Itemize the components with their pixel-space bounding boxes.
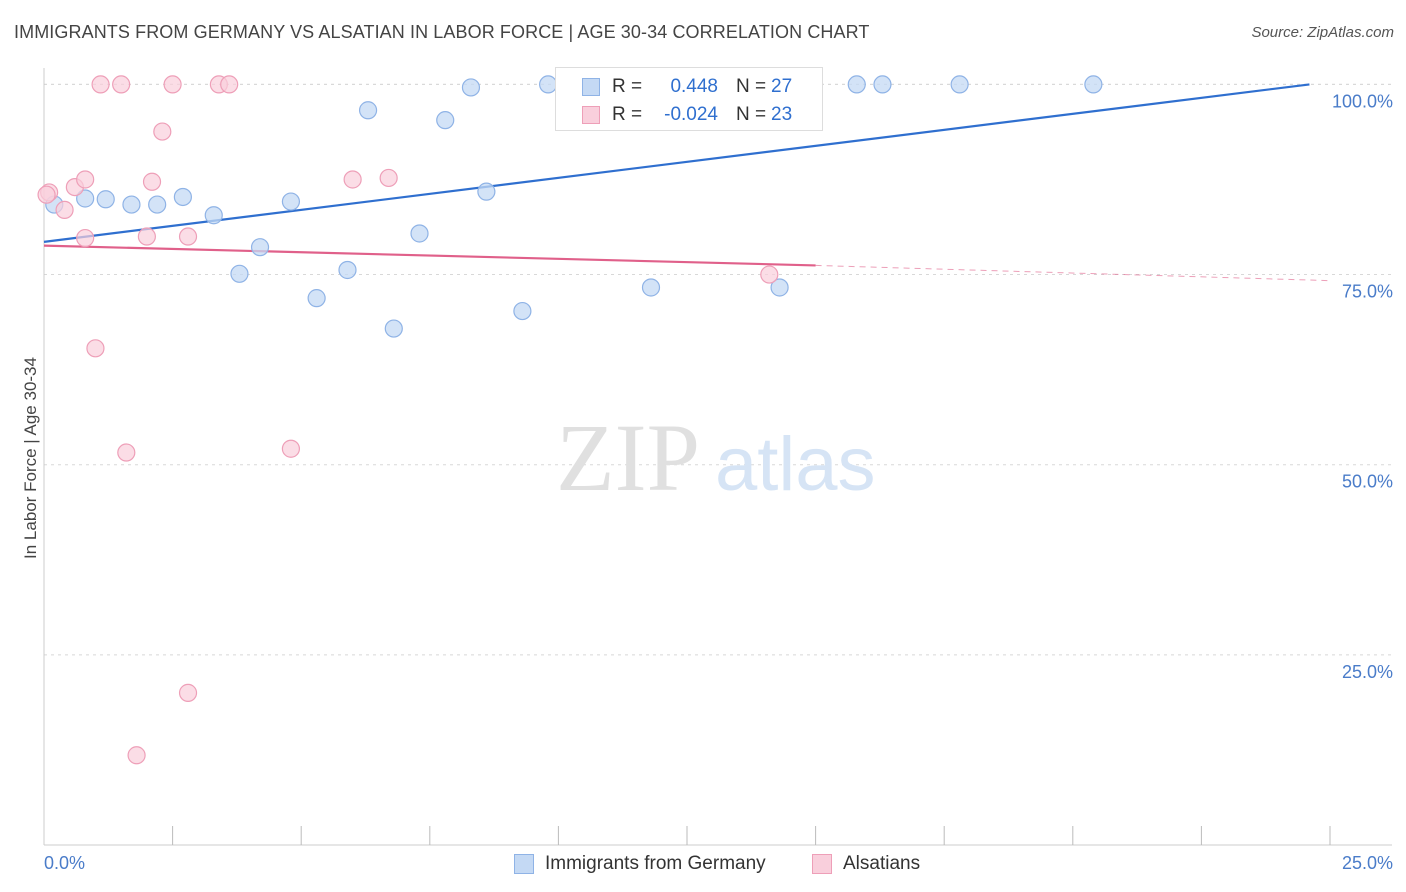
point-alsatians	[86, 339, 105, 358]
point-alsatians	[153, 122, 172, 141]
point-alsatians	[220, 75, 239, 94]
point-germany	[76, 189, 95, 208]
point-germany	[230, 264, 249, 283]
point-germany	[641, 278, 661, 297]
point-germany	[847, 75, 866, 94]
point-germany	[513, 301, 532, 321]
y-axis-label: In Labor Force | Age 30-34	[21, 357, 40, 559]
watermark-zip: ZIP	[556, 404, 700, 511]
legend-n-label: N =	[736, 104, 767, 125]
legend-r-value: -0.024	[664, 104, 718, 125]
trend-line-germany	[43, 83, 1310, 243]
point-germany	[770, 278, 789, 297]
point-germany	[950, 75, 969, 94]
y-tick-label: 100.0%	[1332, 91, 1393, 111]
point-alsatians	[760, 265, 779, 284]
bottom-legend-label: Alsatians	[843, 853, 921, 874]
point-germany	[96, 190, 115, 209]
point-germany	[281, 192, 301, 211]
trend-line-alsatians	[43, 244, 816, 267]
y-tick-label: 25.0%	[1342, 662, 1393, 682]
point-alsatians	[379, 168, 398, 188]
point-alsatians	[178, 227, 198, 246]
point-germany	[250, 238, 270, 257]
y-tick-label: 50.0%	[1342, 472, 1393, 492]
point-germany	[204, 206, 223, 225]
bottom-legend-label: Immigrants from Germany	[545, 853, 766, 874]
bottom-legend-swatch-pink	[812, 854, 832, 874]
point-germany	[873, 75, 892, 94]
legend-row-germany: R = 0.448 N = 27	[556, 74, 822, 102]
point-alsatians	[55, 200, 74, 220]
point-alsatians	[112, 75, 131, 94]
point-alsatians	[91, 75, 110, 94]
legend-n-label: N =	[736, 76, 767, 97]
point-germany	[148, 195, 167, 214]
point-alsatians	[281, 439, 301, 458]
point-germany	[122, 195, 141, 214]
stats-legend: R = 0.448 N = 27 R = -0.024 N = 23	[555, 67, 823, 131]
trend-layer	[43, 83, 1331, 282]
legend-row-alsatians: R = -0.024 N = 23	[556, 102, 822, 130]
x-tick-label: 0.0%	[44, 853, 85, 873]
bottom-legend-swatch-blue	[514, 854, 534, 874]
point-germany	[173, 187, 192, 207]
legend-n-value: 27	[771, 76, 793, 97]
legend-r-label: R =	[612, 104, 643, 125]
point-germany	[358, 101, 378, 120]
grid-layer	[44, 83, 1392, 656]
point-alsatians	[142, 172, 162, 191]
point-alsatians	[37, 185, 56, 204]
trend-line-alsatians-extrapolated	[815, 264, 1331, 282]
y-tick-label: 75.0%	[1342, 282, 1393, 302]
legend-swatch-pink	[582, 106, 600, 124]
point-layer	[37, 75, 1103, 765]
legend-n-value: 23	[771, 104, 793, 125]
legend-r-value: 0.448	[670, 76, 718, 97]
x-tick-label: 25.0%	[1342, 853, 1393, 873]
point-alsatians	[117, 443, 136, 462]
point-germany	[338, 260, 357, 280]
point-alsatians	[343, 170, 362, 189]
point-alsatians	[178, 683, 198, 702]
point-germany	[384, 319, 403, 338]
source-label: Source: ZipAtlas.com	[1251, 24, 1394, 41]
chart-title: IMMIGRANTS FROM GERMANY VS ALSATIAN IN L…	[14, 22, 870, 42]
point-germany	[461, 78, 481, 97]
point-germany	[410, 224, 429, 243]
point-germany	[1084, 75, 1103, 94]
point-alsatians	[76, 170, 95, 189]
legend-r-label: R =	[612, 76, 643, 97]
point-alsatians	[163, 75, 182, 94]
point-germany	[307, 289, 326, 308]
point-germany	[436, 111, 455, 130]
legend-swatch-blue	[582, 78, 600, 96]
point-alsatians	[137, 227, 156, 246]
point-alsatians	[76, 228, 95, 248]
point-alsatians	[127, 746, 146, 765]
point-germany	[477, 182, 496, 201]
watermark-atlas: atlas	[715, 422, 876, 507]
